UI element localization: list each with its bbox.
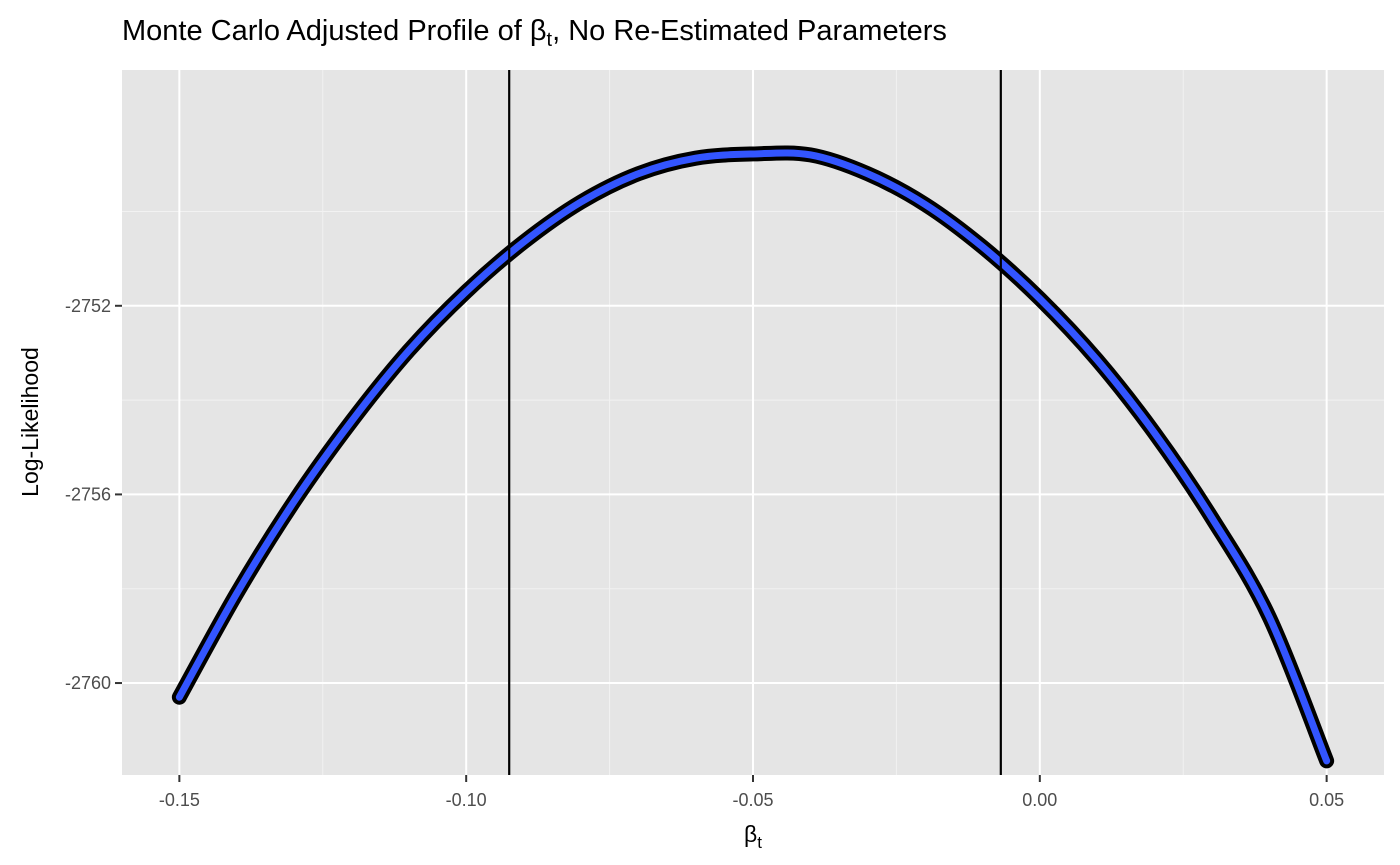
chart-title-prefix: Monte Carlo Adjusted Profile of bbox=[122, 15, 530, 47]
x-tick-label: 0.00 bbox=[1022, 790, 1057, 810]
interval-vertical-lines bbox=[508, 70, 1002, 775]
chart-title-subscript: t bbox=[547, 29, 553, 51]
x-tick-label: 0.05 bbox=[1309, 790, 1344, 810]
blue-smooth-line bbox=[175, 149, 1331, 765]
axes: -0.15 -0.10 -0.05 0.00 0.05 -2752 -2756 -2760 bbox=[65, 296, 1344, 810]
x-axis-title: βt bbox=[744, 821, 762, 852]
y-axis-title: Log-Likelihood bbox=[17, 347, 43, 497]
chart-title-suffix: , No Re-Estimated Parameters bbox=[552, 15, 947, 47]
x-tick-label: -0.15 bbox=[159, 790, 200, 810]
x-tick-label: -0.10 bbox=[446, 790, 487, 810]
chart-title-symbol: β bbox=[530, 15, 547, 47]
chart-title: Monte Carlo Adjusted Profile of βt, No R… bbox=[122, 15, 947, 51]
x-axis-title-subscript: t bbox=[757, 833, 762, 852]
x-axis-title-symbol: β bbox=[744, 821, 757, 847]
y-tick-label: -2756 bbox=[65, 484, 111, 504]
y-tick-label: -2760 bbox=[65, 673, 111, 693]
blue-line-series bbox=[175, 149, 1331, 765]
y-tick-label: -2752 bbox=[65, 296, 111, 316]
x-tick-label: -0.05 bbox=[732, 790, 773, 810]
major-gridlines bbox=[122, 70, 1384, 775]
